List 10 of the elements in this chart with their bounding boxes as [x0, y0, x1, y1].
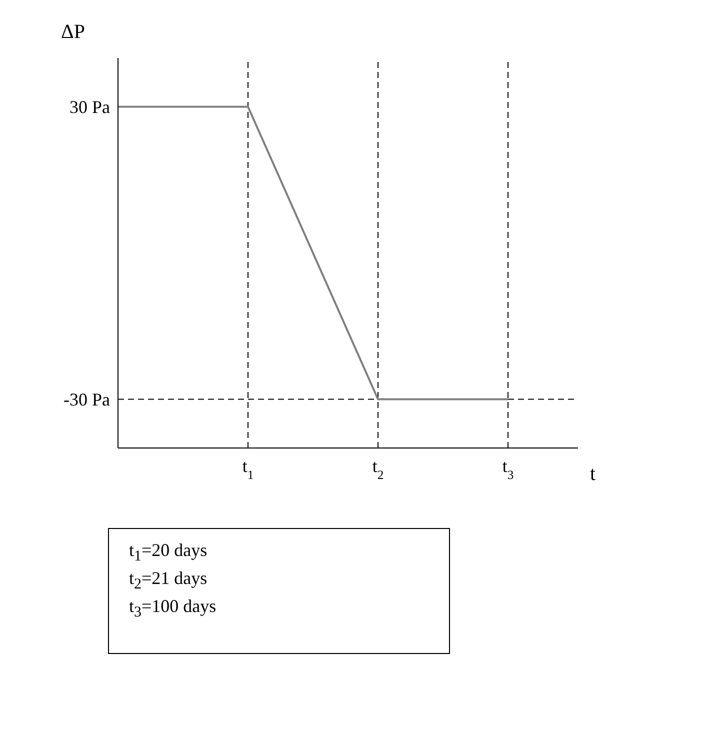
x-tick-label: t$_{3}$	[502, 456, 514, 482]
text: t$_{3}$=100 days	[129, 595, 218, 623]
x-tick-label: t$_{2}$	[372, 456, 384, 482]
y-tick-label: 30 Pa	[70, 96, 110, 117]
y-tick-label: -30 Pa	[64, 389, 110, 410]
text: t$_{1}$=20 days	[129, 539, 208, 567]
y-axis-title: ΔP	[61, 21, 85, 43]
text: t$_{2}$=21 days	[129, 567, 208, 595]
x-tick-label: t$_{1}$	[242, 456, 254, 482]
x-axis-title: t	[590, 463, 596, 486]
